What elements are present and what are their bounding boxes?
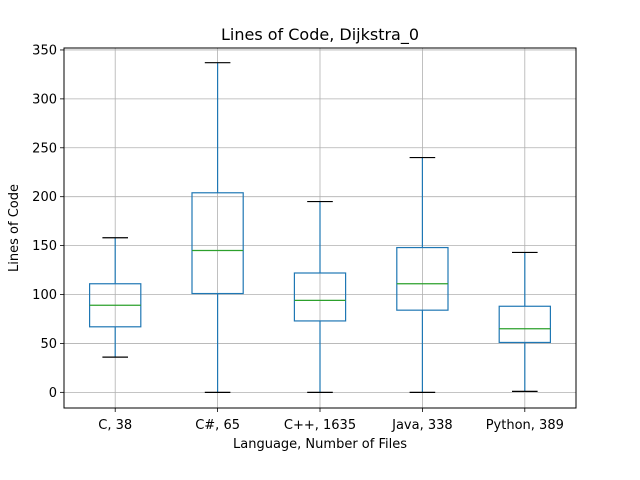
iqr-box <box>396 246 449 311</box>
axes: 0 50 100 150 200 250 300 350 C, 38 C#, 65 C++, 163… <box>32 43 564 433</box>
x-axis-label: Language, Number of Files <box>233 437 407 452</box>
y-tick-label: 300 <box>32 92 57 107</box>
box-group <box>498 251 552 392</box>
x-tick-label: C#, 65 <box>195 418 240 433</box>
iqr-box <box>498 305 552 344</box>
y-tick-label: 350 <box>32 43 57 58</box>
box-group <box>191 62 244 393</box>
y-tick-label: 0 <box>49 386 57 401</box>
y-tick-label: 100 <box>32 288 57 303</box>
box-group <box>396 156 449 393</box>
iqr-box <box>191 192 244 295</box>
chart-title: Lines of Code, Dijkstra_0 <box>221 25 419 45</box>
x-tick-label: C, 38 <box>98 418 132 433</box>
iqr-box <box>293 272 347 322</box>
box-group <box>88 237 142 358</box>
x-tick-label: Java, 338 <box>391 418 453 433</box>
boxes <box>88 62 552 393</box>
box-group <box>293 200 347 393</box>
y-tick-label: 250 <box>32 141 57 156</box>
x-tick-label: Python, 389 <box>486 418 564 433</box>
x-tick-label: C++, 1635 <box>284 418 356 433</box>
y-tick-label: 200 <box>32 190 57 205</box>
y-tick-label: 150 <box>32 239 57 254</box>
y-axis-label: Lines of Code <box>7 184 22 272</box>
y-tick-label: 50 <box>40 337 57 352</box>
